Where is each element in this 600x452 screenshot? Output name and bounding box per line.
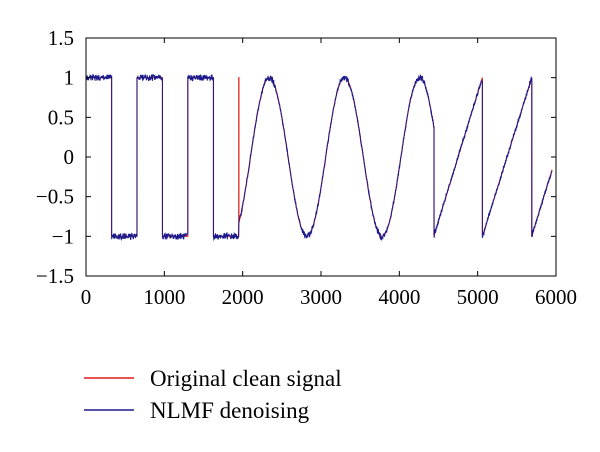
- x-tick-label: 0: [81, 285, 92, 309]
- ticks-layer: 0 1000 2000 3000 4000 5000 6000 1.5 1 0.5 0 −0.5 −1 −…: [36, 26, 577, 309]
- y-tick-label: 1.5: [48, 26, 74, 50]
- series-line-denoised: [86, 73, 553, 242]
- y-tick-label: 0.5: [48, 105, 74, 129]
- y-tick-label: −1.5: [36, 264, 74, 288]
- axes-layer: [85, 37, 557, 277]
- x-tick-label: 1000: [143, 285, 185, 309]
- legend-label: Original clean signal: [150, 366, 342, 391]
- y-tick-label: −1: [52, 224, 74, 248]
- y-tick-label: −0.5: [36, 185, 74, 209]
- x-tick-label: 6000: [535, 285, 577, 309]
- legend: Original clean signal NLMF denoising: [84, 366, 342, 423]
- x-tick-label: 3000: [300, 285, 342, 309]
- plot-frame: [85, 37, 557, 277]
- y-tick-label: 1: [64, 66, 75, 90]
- legend-label: NLMF denoising: [150, 398, 310, 423]
- x-tick-label: 2000: [222, 285, 264, 309]
- series-layer: [86, 73, 553, 242]
- x-tick-label: 5000: [457, 285, 499, 309]
- y-tick-label: 0: [64, 145, 75, 169]
- x-tick-label: 4000: [378, 285, 420, 309]
